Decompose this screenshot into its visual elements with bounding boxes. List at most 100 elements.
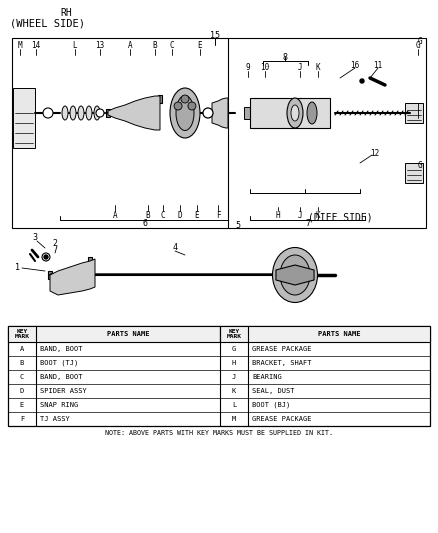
Circle shape bbox=[42, 253, 50, 261]
Text: B: B bbox=[153, 42, 157, 51]
Bar bbox=[12, 38, 426, 228]
Text: L: L bbox=[73, 42, 78, 51]
Text: E: E bbox=[194, 211, 199, 220]
Text: BOOT (TJ): BOOT (TJ) bbox=[40, 360, 78, 366]
Text: 11: 11 bbox=[373, 61, 383, 69]
Text: K: K bbox=[316, 211, 320, 220]
Bar bbox=[158, 95, 162, 103]
Text: 16: 16 bbox=[350, 61, 360, 69]
Text: J: J bbox=[298, 63, 302, 72]
Text: (DIFF SIDE): (DIFF SIDE) bbox=[307, 213, 372, 223]
Circle shape bbox=[44, 255, 48, 259]
Bar bbox=[13, 88, 35, 148]
Text: G: G bbox=[232, 346, 236, 352]
Text: 12: 12 bbox=[371, 149, 380, 157]
Text: KEY
MARK: KEY MARK bbox=[226, 329, 241, 340]
Text: BEARING: BEARING bbox=[252, 374, 282, 380]
Text: 13: 13 bbox=[95, 42, 105, 51]
Text: KEY
MARK: KEY MARK bbox=[14, 329, 29, 340]
Text: 10: 10 bbox=[260, 63, 270, 72]
Text: 4: 4 bbox=[173, 244, 177, 253]
Ellipse shape bbox=[62, 106, 68, 120]
Bar bbox=[250, 98, 330, 128]
Text: SPIDER ASSY: SPIDER ASSY bbox=[40, 388, 87, 394]
Text: RH: RH bbox=[60, 8, 72, 18]
Circle shape bbox=[188, 102, 196, 110]
Bar bbox=[106, 109, 110, 117]
Ellipse shape bbox=[94, 106, 100, 120]
Text: 6: 6 bbox=[142, 219, 148, 228]
Text: 14: 14 bbox=[32, 42, 41, 51]
Bar bbox=[220, 326, 430, 342]
Text: G: G bbox=[416, 42, 420, 51]
Bar bbox=[48, 271, 52, 279]
Text: NOTE: ABOVE PARTS WITH KEY MARKS MUST BE SUPPLIED IN KIT.: NOTE: ABOVE PARTS WITH KEY MARKS MUST BE… bbox=[105, 430, 333, 436]
Ellipse shape bbox=[176, 95, 194, 131]
Ellipse shape bbox=[280, 255, 310, 295]
Text: H: H bbox=[232, 360, 236, 366]
Text: TJ ASSY: TJ ASSY bbox=[40, 416, 70, 422]
Text: H: H bbox=[276, 211, 280, 220]
Text: G: G bbox=[418, 37, 422, 46]
Text: A: A bbox=[113, 211, 117, 220]
Text: BRACKET, SHAFT: BRACKET, SHAFT bbox=[252, 360, 311, 366]
Bar bbox=[244, 107, 252, 119]
Text: 2: 2 bbox=[53, 238, 57, 247]
Bar bbox=[405, 103, 423, 123]
Text: GREASE PACKAGE: GREASE PACKAGE bbox=[252, 416, 311, 422]
Polygon shape bbox=[212, 98, 228, 128]
Text: K: K bbox=[232, 388, 236, 394]
Text: B: B bbox=[146, 211, 150, 220]
Circle shape bbox=[174, 102, 182, 110]
Text: K: K bbox=[316, 63, 320, 72]
Text: 9: 9 bbox=[246, 63, 250, 72]
Text: 3: 3 bbox=[32, 233, 38, 243]
Text: M: M bbox=[18, 42, 22, 51]
Ellipse shape bbox=[291, 105, 299, 121]
Text: 5: 5 bbox=[236, 221, 240, 230]
Ellipse shape bbox=[78, 106, 84, 120]
Bar bbox=[258, 107, 266, 119]
Text: A: A bbox=[20, 346, 24, 352]
Ellipse shape bbox=[272, 247, 318, 303]
Text: 8: 8 bbox=[283, 52, 287, 61]
Text: J: J bbox=[232, 374, 236, 380]
Circle shape bbox=[203, 108, 213, 118]
Text: BAND, BOOT: BAND, BOOT bbox=[40, 346, 82, 352]
Polygon shape bbox=[50, 259, 95, 295]
Text: C: C bbox=[170, 42, 174, 51]
Text: E: E bbox=[198, 42, 202, 51]
Text: M: M bbox=[232, 416, 236, 422]
Text: BAND, BOOT: BAND, BOOT bbox=[40, 374, 82, 380]
Ellipse shape bbox=[287, 98, 303, 128]
Text: PARTS NAME: PARTS NAME bbox=[107, 331, 149, 337]
Text: A: A bbox=[128, 42, 132, 51]
Text: G: G bbox=[418, 161, 422, 171]
Bar bbox=[8, 326, 430, 426]
Polygon shape bbox=[108, 96, 160, 130]
Bar bbox=[8, 326, 220, 342]
Text: F: F bbox=[215, 211, 220, 220]
Text: D: D bbox=[20, 388, 24, 394]
Text: J: J bbox=[298, 211, 302, 220]
Circle shape bbox=[360, 79, 364, 83]
Ellipse shape bbox=[86, 106, 92, 120]
Polygon shape bbox=[276, 265, 314, 285]
Circle shape bbox=[43, 108, 53, 118]
Text: C: C bbox=[161, 211, 165, 220]
Text: D: D bbox=[178, 211, 182, 220]
Bar bbox=[88, 257, 92, 265]
Ellipse shape bbox=[307, 102, 317, 124]
Text: 1: 1 bbox=[15, 263, 21, 272]
Text: B: B bbox=[20, 360, 24, 366]
Text: C: C bbox=[20, 374, 24, 380]
Text: E: E bbox=[20, 402, 24, 408]
Text: SNAP RING: SNAP RING bbox=[40, 402, 78, 408]
Text: L: L bbox=[232, 402, 236, 408]
Circle shape bbox=[181, 95, 189, 103]
Text: BOOT (BJ): BOOT (BJ) bbox=[252, 402, 290, 408]
Text: 15: 15 bbox=[210, 30, 220, 39]
Text: GREASE PACKAGE: GREASE PACKAGE bbox=[252, 346, 311, 352]
Text: PARTS NAME: PARTS NAME bbox=[318, 331, 360, 337]
Text: (WHEEL SIDE): (WHEEL SIDE) bbox=[10, 18, 85, 28]
